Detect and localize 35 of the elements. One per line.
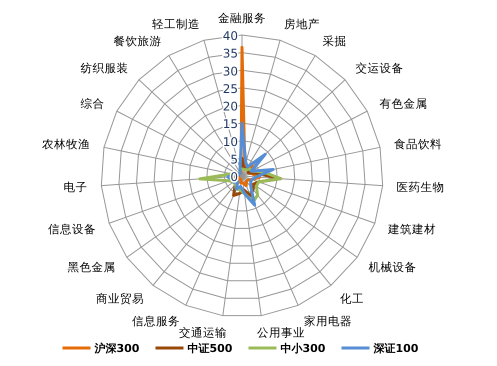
- spoke-label: 电子: [63, 180, 88, 194]
- y-tick-label: 25: [222, 82, 238, 96]
- y-tick-label: 5: [230, 152, 238, 166]
- spoke-label: 餐饮旅游: [113, 34, 162, 48]
- legend-label: 中证500: [188, 342, 233, 355]
- y-tick-label: 20: [222, 100, 238, 114]
- spoke-label: 化工: [340, 292, 364, 306]
- spoke-label: 综合: [80, 96, 104, 110]
- y-tick-label: 40: [222, 29, 238, 43]
- y-tick-label: 15: [222, 117, 238, 132]
- spoke-label: 商业贸易: [96, 292, 144, 306]
- legend-label: 沪深300: [94, 342, 140, 355]
- spoke-label: 采掘: [322, 34, 347, 48]
- spoke-label: 有色金属: [380, 96, 428, 110]
- spoke-label: 黑色金属: [67, 260, 116, 274]
- y-tick-label: 30: [222, 64, 238, 78]
- spoke-label: 信息设备: [48, 222, 96, 236]
- spoke-label: 建筑建材: [387, 222, 436, 236]
- spoke-label: 轻工制造: [152, 16, 200, 31]
- spoke-label: 交运设备: [355, 61, 404, 76]
- legend-label: 深证100: [372, 342, 419, 355]
- spoke-label: 交通运输: [178, 326, 227, 340]
- spoke-label: 金融服务: [218, 11, 266, 25]
- spoke-label: 家用电器: [304, 314, 352, 328]
- y-tick-label: 10: [222, 134, 238, 149]
- spoke-label: 信息服务: [132, 314, 180, 328]
- spoke-label: 房地产: [284, 16, 320, 31]
- legend-label: 中小300: [280, 342, 326, 355]
- spoke-label: 医药生物: [396, 180, 445, 194]
- spoke-label: 公用事业: [257, 326, 306, 340]
- spoke-label: 纺织服装: [80, 61, 129, 76]
- spoke-label: 机械设备: [368, 260, 417, 274]
- spoke-label: 食品饮料: [394, 136, 442, 151]
- y-tick-label: 35: [222, 46, 238, 61]
- spoke-label: 农林牧渔: [42, 136, 90, 151]
